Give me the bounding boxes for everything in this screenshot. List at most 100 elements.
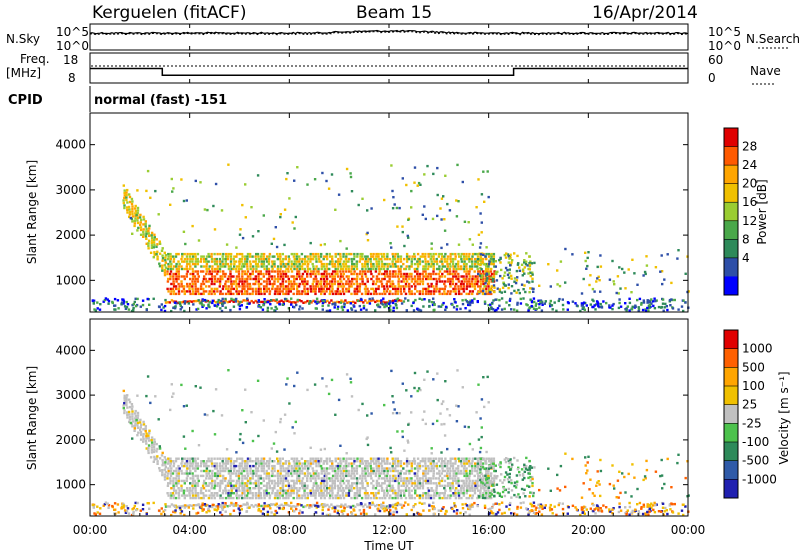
velocity-cell [287,490,289,492]
power-cell [359,283,361,285]
power-cell [95,309,97,311]
power-cell [314,293,316,295]
power-cell [383,290,385,292]
velocity-cell [164,469,166,471]
power-cell [435,273,437,275]
power-cell [402,285,404,287]
power-cell [389,285,391,287]
velocity-cell [303,492,305,494]
velocity-cell [390,370,392,372]
velocity-cell [399,472,401,474]
power-cell [389,273,391,275]
velocity-cell [279,487,281,489]
velocity-cell [460,460,462,462]
power-cell [244,255,246,257]
velocity-cell [400,460,402,462]
velocity-cell [195,497,197,499]
power-cell [323,283,325,285]
velocity-cell [430,497,432,499]
power-cell [295,283,297,285]
power-cell [428,300,430,302]
power-cell [531,280,533,282]
velocity-cell [435,490,437,492]
power-cell [177,283,179,285]
power-cell [524,266,526,268]
velocity-cell [358,409,360,411]
velocity-cell [125,402,127,404]
velocity-cell [232,497,234,499]
velocity-cell [131,405,133,407]
velocity-cell [299,472,301,474]
power-cell [230,293,232,295]
power-cell [189,258,191,260]
velocity-cell [387,470,389,472]
power-cell [424,268,426,270]
power-cell [480,253,482,255]
velocity-cell [296,492,298,494]
power-cell [419,290,421,292]
velocity-cell [461,485,463,487]
velocity-cell [219,462,221,464]
power-cell [192,273,194,275]
velocity-cell [461,465,463,467]
power-cell [545,300,547,302]
velocity-cell [153,438,155,440]
power-cell [420,255,422,257]
velocity-cell [432,462,434,464]
power-cell [287,293,289,295]
power-cell [359,278,361,280]
power-cell [435,253,437,255]
power-cell [422,280,424,282]
power-cell [279,268,281,270]
power-cell [625,309,627,311]
velocity-cell [552,512,554,514]
velocity-cell [307,467,309,469]
velocity-cell [331,490,333,492]
velocity-cell [394,408,396,410]
power-cell [459,308,461,310]
power-cell [419,260,421,262]
velocity-cell [282,487,284,489]
power-cell [410,273,412,275]
velocity-cell [323,482,325,484]
velocity-cell [148,432,150,434]
power-cell [198,275,200,277]
power-cell [482,280,484,282]
power-cell [411,258,413,260]
power-cell [461,260,463,262]
power-cell [340,258,342,260]
power-cell [219,280,221,282]
power-cell [485,290,487,292]
power-cell [192,290,194,292]
velocity-cell [366,482,368,484]
velocity-cell [342,494,344,496]
velocity-cell [343,490,345,492]
power-cell [523,259,525,261]
power-cell [314,273,316,275]
power-cell [293,278,295,280]
power-cell [515,282,517,284]
velocity-cell [170,467,172,469]
power-cell [317,255,319,257]
power-cell [394,285,396,287]
power-cell [247,270,249,272]
velocity-cell [203,497,205,499]
power-cell [310,290,312,292]
power-cell [664,306,666,308]
power-cell [380,258,382,260]
velocity-cell [636,503,638,505]
power-cell [293,227,295,229]
power-cell [272,285,274,287]
velocity-cell [219,467,221,469]
power-cell [442,302,444,304]
power-cell [216,288,218,290]
velocity-cell [312,462,314,464]
velocity-cell [255,480,257,482]
power-cell [480,242,482,244]
velocity-cell [439,485,441,487]
velocity-cell [427,480,429,482]
power-cell [369,302,371,304]
velocity-cell [405,497,407,499]
power-cell [261,253,263,255]
velocity-cell [140,426,142,428]
